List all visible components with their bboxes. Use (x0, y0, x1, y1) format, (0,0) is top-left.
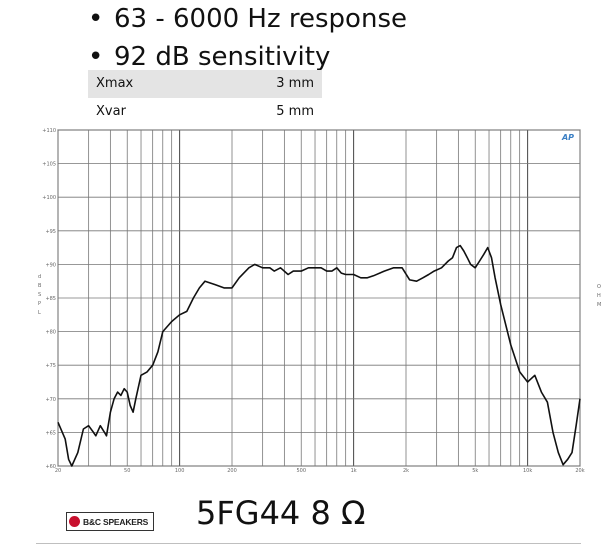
x-tick-label: 20 (55, 468, 61, 474)
response-curve (57, 244, 581, 467)
y-tick-label: +100 (42, 195, 56, 201)
logo-emblem-icon (69, 516, 80, 527)
y-tick-label: +110 (42, 128, 56, 134)
x-tick-label: 20k (575, 468, 584, 474)
bullet-dot: • (88, 42, 104, 72)
y-tick-label: +70 (45, 397, 56, 403)
x-tick-label: 10k (523, 468, 532, 474)
right-axis-label-char: H (597, 293, 601, 299)
y-axis-label-char: P (38, 301, 41, 307)
bullet-text: 63 - 6000 Hz response (114, 4, 407, 34)
x-tick-label: 5k (472, 468, 478, 474)
right-axis-label-char: O (597, 284, 601, 290)
x-tick-label: 100 (175, 468, 185, 474)
bullet-text: 92 dB sensitivity (114, 42, 331, 72)
y-tick-label: +95 (45, 229, 56, 235)
x-tick-label: 50 (124, 468, 130, 474)
y-axis-label-char: L (38, 310, 41, 316)
spec-label: Xvar (96, 104, 126, 119)
y-axis-label-char: S (38, 292, 41, 298)
x-tick-label: 200 (227, 468, 237, 474)
frequency-response-chart: +110 +105 +100 +95 +90 +85 +80 +75 +70 +65 +60 20 50… (36, 122, 608, 480)
brand-logo: B&C SPEAKERS (66, 512, 154, 531)
spec-row-xvar: Xvar 5 mm (88, 98, 322, 126)
bullet-sensitivity: • 92 dB sensitivity (88, 38, 407, 76)
y-tick-label: +80 (45, 330, 56, 336)
x-tick-label: 2k (403, 468, 409, 474)
y-tick-label: +105 (42, 162, 56, 168)
spec-value: 5 mm (276, 104, 314, 119)
spec-table: Xmax 3 mm Xvar 5 mm (88, 70, 322, 126)
y-tick-label: +65 (45, 430, 56, 436)
y-tick-label: +75 (45, 363, 56, 369)
bullet-dot: • (88, 4, 104, 34)
right-axis-label: OHM (597, 284, 601, 308)
y-tick-label: +85 (45, 296, 56, 302)
y-axis-label-char: d (38, 274, 41, 280)
spec-value: 3 mm (276, 76, 314, 91)
x-tick-label: 500 (296, 468, 306, 474)
bottom-divider (36, 543, 581, 544)
spec-row-xmax: Xmax 3 mm (88, 70, 322, 98)
model-title: 5FG44 8 Ω (196, 494, 366, 532)
spec-label: Xmax (96, 76, 134, 91)
y-tick-label: +60 (45, 464, 56, 470)
logo-text: B&C SPEAKERS (83, 516, 149, 527)
x-tick-label: 1k (351, 468, 357, 474)
bullet-response: • 63 - 6000 Hz response (88, 0, 407, 38)
y-axis-label-char: B (38, 283, 42, 289)
right-axis-label-char: M (597, 302, 601, 308)
feature-bullets: • 63 - 6000 Hz response • 92 dB sensitivit… (88, 0, 407, 76)
y-tick-label: +90 (45, 262, 56, 268)
ap-badge: AP (561, 133, 574, 142)
